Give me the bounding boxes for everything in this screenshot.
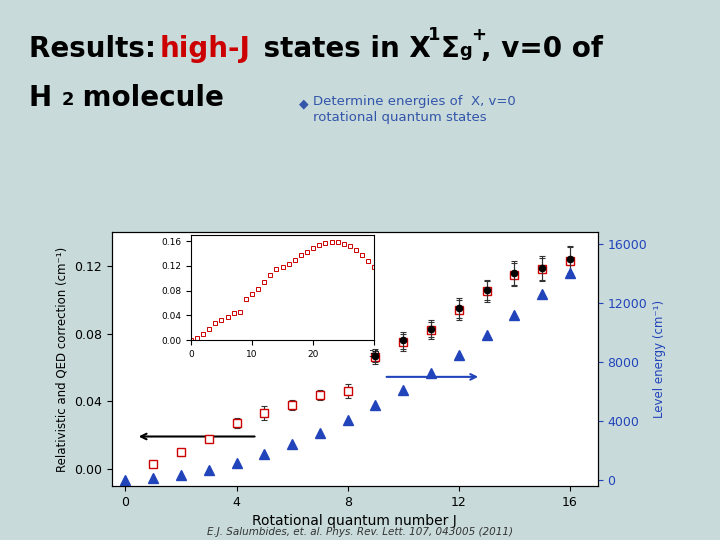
Text: +: + (471, 26, 486, 44)
Y-axis label: Level energy (cm⁻¹): Level energy (cm⁻¹) (652, 300, 665, 418)
Text: E.J. Salumbides, et. al. Phys. Rev. Lett. 107, 043005 (2011): E.J. Salumbides, et. al. Phys. Rev. Lett… (207, 527, 513, 537)
Text: 2: 2 (61, 91, 73, 109)
Text: states in X: states in X (254, 35, 431, 63)
Text: , v=0 of: , v=0 of (481, 35, 603, 63)
Text: H: H (29, 84, 52, 112)
Text: molecule: molecule (73, 84, 224, 112)
Text: Σ: Σ (441, 35, 459, 63)
Text: 1: 1 (428, 26, 440, 44)
Text: Results:: Results: (29, 35, 166, 63)
Y-axis label: Relativistic and QED correction (cm⁻¹): Relativistic and QED correction (cm⁻¹) (55, 246, 68, 472)
Text: g: g (459, 42, 472, 60)
X-axis label: Rotational quantum number J: Rotational quantum number J (252, 514, 457, 528)
Text: ◆: ◆ (299, 97, 308, 110)
Text: high-J: high-J (160, 35, 251, 63)
Text: Determine energies of  X, v=0
rotational quantum states: Determine energies of X, v=0 rotational … (313, 94, 516, 125)
